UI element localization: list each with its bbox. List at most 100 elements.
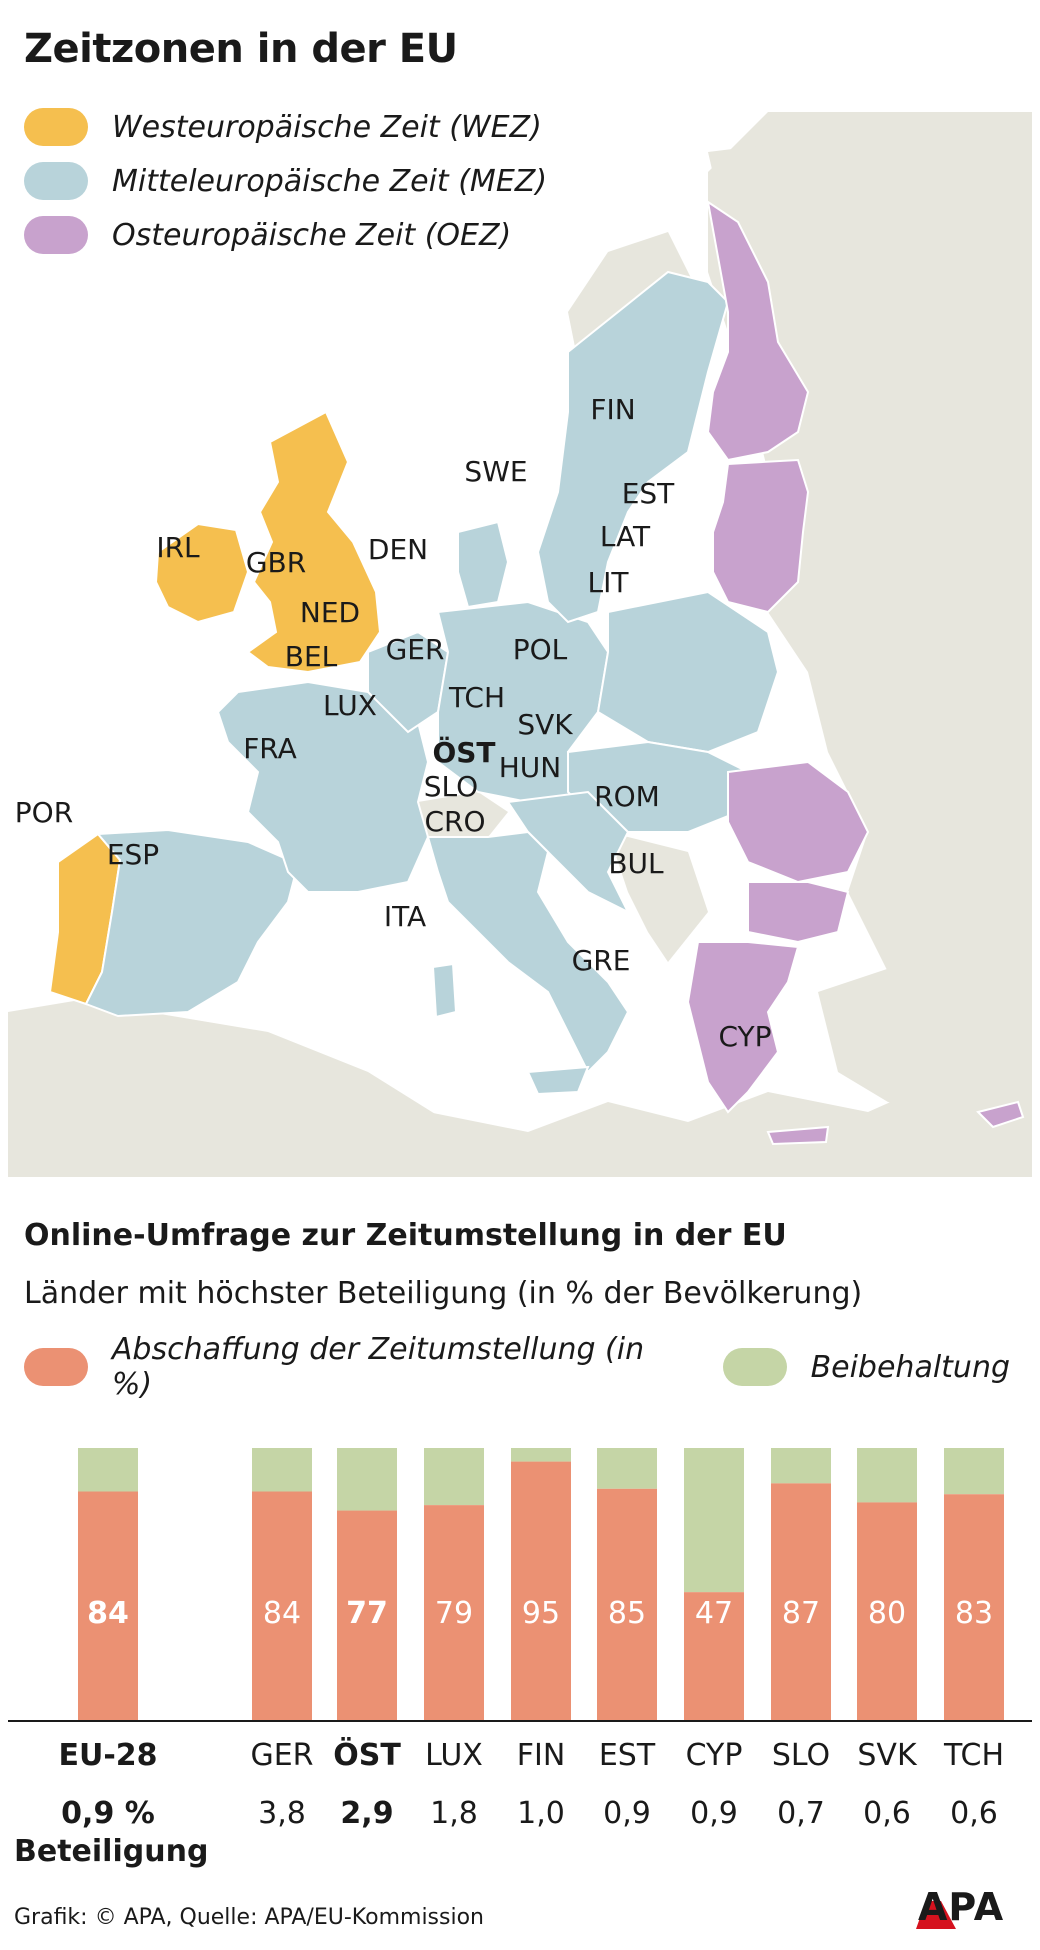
category-label-5: EST [598, 1738, 656, 1773]
legend-label-mez: Mitteleuropäische Zeit (MEZ) [112, 163, 548, 199]
survey-legend: Abschaffung der Zeitumstellung (in %) Be… [24, 1332, 1040, 1402]
legend-swatch-wez [24, 108, 88, 146]
map-label-lux: LUX [323, 689, 377, 722]
beteiligung-label: Beteiligung [14, 1834, 209, 1869]
legend-item-wez: Westeuropäische Zeit (WEZ) [24, 100, 547, 154]
survey-subtitle: Länder mit höchster Beteiligung (in % de… [24, 1276, 863, 1311]
beteiligung-value-6: 0,9 [690, 1796, 738, 1831]
map-label-lit: LIT [588, 566, 630, 599]
map-great-britain [246, 410, 382, 674]
apa-logo [916, 1901, 956, 1929]
bar-abschaffung-7 [771, 1483, 831, 1720]
map-label-fra: FRA [243, 732, 297, 765]
map-label-fin: FIN [590, 393, 635, 426]
category-label-6: CYP [685, 1738, 743, 1773]
map-label-lat: LAT [600, 520, 651, 553]
map-label-ger: GER [386, 633, 445, 666]
bar-abschaffung-3 [424, 1505, 484, 1720]
map-sicily [526, 1065, 590, 1096]
map-label-bel: BEL [285, 640, 338, 673]
map-label-swe: SWE [464, 455, 527, 488]
map-label-ita: ITA [384, 900, 426, 933]
map-label-gbr: GBR [246, 546, 306, 579]
beteiligung-value-5: 0,9 [603, 1796, 651, 1831]
map-cyprus [976, 1100, 1025, 1129]
legend-label-abschaffung: Abschaffung der Zeitumstellung (in %) [111, 1332, 645, 1402]
bar-abschaffung-2 [337, 1510, 397, 1720]
map-poland [596, 590, 780, 754]
map-crete [766, 1125, 830, 1146]
beteiligung-value-3: 1,8 [430, 1796, 478, 1831]
legend-label-oez: Osteuropäische Zeit (OEZ) [112, 217, 512, 253]
beteiligung-value-7: 0,7 [777, 1796, 825, 1831]
category-label-2: ÖST [333, 1738, 401, 1773]
map-balkans-land [608, 832, 708, 962]
map-label-est: EST [622, 477, 675, 510]
bar-value-label-7: 87 [782, 1596, 820, 1631]
beteiligung-value-0: 0,9 % [61, 1796, 155, 1831]
category-label-9: TCH [943, 1738, 1005, 1773]
legend-swatch-beibehaltung [722, 1348, 787, 1386]
bar-abschaffung-0 [78, 1491, 138, 1720]
bar-value-label-1: 84 [263, 1596, 301, 1631]
map-label-ned: NED [300, 596, 360, 629]
bar-abschaffung-1 [252, 1491, 312, 1720]
bar-beibehaltung-8 [857, 1448, 917, 1503]
map-sardinia [431, 962, 458, 1019]
beteiligung-value-2: 2,9 [340, 1796, 394, 1831]
map-label-rom: ROM [594, 780, 660, 813]
map-turkey-land [818, 962, 1032, 1122]
map-label-bul: BUL [608, 847, 664, 880]
bar-value-label-8: 80 [868, 1596, 906, 1631]
map-label-irl: IRL [156, 531, 200, 564]
bar-value-label-2: 77 [346, 1596, 388, 1631]
legend-swatch-oez [24, 216, 88, 254]
bar-value-label-6: 47 [695, 1596, 733, 1631]
bar-abschaffung-5 [597, 1488, 657, 1720]
map-italy [426, 830, 630, 1074]
map-sweden [536, 270, 730, 624]
beteiligung-value-8: 0,6 [863, 1796, 911, 1831]
legend-swatch-mez [24, 162, 88, 200]
beteiligung-value-9: 0,6 [950, 1796, 998, 1831]
bar-beibehaltung-6 [684, 1448, 744, 1593]
map-label-esp: ESP [107, 838, 159, 871]
map-label-cyp: CYP [718, 1020, 771, 1053]
bar-beibehaltung-3 [424, 1448, 484, 1506]
category-label-7: SLO [771, 1738, 831, 1773]
bar-abschaffung-8 [857, 1502, 917, 1720]
map-label-ost: ÖST [432, 735, 495, 769]
map-africa-land [8, 1012, 568, 1177]
map-label-cro: CRO [424, 805, 485, 838]
bar-beibehaltung-9 [944, 1448, 1004, 1495]
map-label-pol: POL [513, 633, 568, 666]
map-russia-land [708, 112, 1032, 1012]
bar-value-label-9: 83 [955, 1596, 993, 1631]
category-label-3: LUX [425, 1738, 483, 1773]
bar-value-label-3: 79 [435, 1596, 473, 1631]
bar-abschaffung-6 [684, 1592, 744, 1720]
category-label-4: FIN [516, 1738, 566, 1773]
category-label-8: SVK [857, 1738, 917, 1773]
survey-title: Online-Umfrage zur Zeitumstellung in der… [24, 1218, 787, 1253]
map-label-tch: TCH [448, 681, 505, 714]
map-romania [727, 760, 870, 884]
legend-label-beibehaltung: Beibehaltung [810, 1349, 1011, 1385]
bar-value-label-4: 95 [522, 1596, 560, 1631]
apa-logo-triangle [916, 1901, 956, 1929]
survey-bar-chart: 84 84 77 79 95 85 47 87 80 83 [78, 1448, 1004, 1720]
bar-value-label-5: 85 [608, 1596, 646, 1631]
timezone-map: IRL GBR POR ESP FRA BEL NED LUX DEN GER … [8, 112, 1032, 1177]
map-spain [84, 828, 300, 1018]
map-ireland [154, 522, 250, 624]
map-label-slo: SLO [424, 770, 478, 803]
bar-abschaffung-4 [511, 1461, 571, 1720]
bar-abschaffung-9 [944, 1494, 1004, 1720]
bar-beibehaltung-0 [78, 1448, 138, 1492]
legend-swatch-abschaffung [24, 1348, 88, 1386]
bar-beibehaltung-4 [511, 1448, 571, 1462]
map-benelux [367, 630, 450, 734]
map-greece [686, 941, 800, 1114]
map-label-svk: SVK [517, 708, 573, 741]
apa-logo-text: APA [918, 1885, 1005, 1929]
